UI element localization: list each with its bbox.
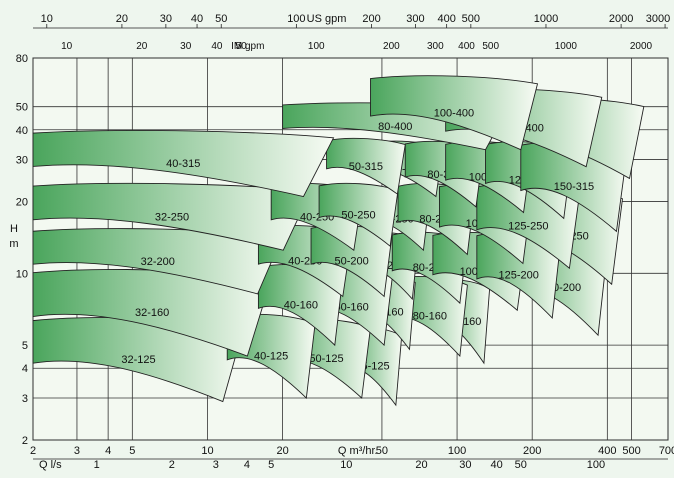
x-tick-label-4: 4 — [105, 445, 111, 457]
ls-tick-label-5: 5 — [268, 459, 274, 471]
zone-32-200 — [32, 228, 284, 295]
y-tick-label-4: 4 — [22, 363, 28, 375]
x-tick-label-20: 20 — [276, 445, 288, 457]
im-gpm-tick-30: 30 — [180, 41, 192, 52]
im-gpm-tick-2000: 2000 — [630, 41, 653, 52]
zone-label-80-160: 80-160 — [413, 311, 447, 323]
ls-tick-label-10: 10 — [340, 459, 352, 471]
zone-32-160 — [32, 269, 272, 357]
y-tick-label-30: 30 — [16, 155, 28, 167]
im-gpm-tick-100: 100 — [308, 41, 325, 52]
zone-label-40-160: 40-160 — [284, 299, 318, 311]
x-tick-label-50: 50 — [376, 445, 388, 457]
ls-tick-label-2: 2 — [169, 459, 175, 471]
us-gpm-tick-20: 20 — [116, 13, 128, 25]
im-gpm-tick-20: 20 — [136, 41, 148, 52]
y-tick-label-2: 2 — [22, 435, 28, 447]
zone-label-50-160: 50-160 — [335, 302, 369, 314]
y-tick-label-20: 20 — [16, 197, 28, 209]
x-tick-label-5: 5 — [129, 445, 135, 457]
y-tick-label-80: 80 — [16, 53, 28, 65]
im-gpm-tick-500: 500 — [482, 41, 499, 52]
x-tick-label-10: 10 — [201, 445, 213, 457]
zone-50-315 — [326, 137, 406, 195]
zone-label-150-315: 150-315 — [554, 181, 594, 193]
us-gpm-tick-100: 100 — [287, 13, 305, 25]
zone-40-315 — [32, 130, 335, 198]
y-tick-label-3: 3 — [22, 393, 28, 405]
x-tick-label-700: 700 — [659, 445, 674, 457]
zone-100-400 — [370, 75, 539, 151]
zone-label-80-400: 80-400 — [378, 121, 412, 133]
ls-tick-label-40: 40 — [490, 459, 502, 471]
us-gpm-tick-300: 300 — [406, 13, 424, 25]
y-axis-label-unit: m — [9, 238, 18, 250]
us-gpm-label: US gpm — [307, 13, 347, 25]
x-tick-label-100: 100 — [448, 445, 466, 457]
y-tick-label-40: 40 — [16, 125, 28, 137]
us-gpm-tick-500: 500 — [462, 13, 480, 25]
im-gpm-tick-10: 10 — [61, 41, 73, 52]
y-axis-label-h: H — [10, 223, 18, 235]
zone-32-250 — [32, 182, 312, 251]
zone-label-50-125: 50-125 — [309, 353, 343, 365]
ls-tick-label-30: 30 — [459, 459, 471, 471]
zone-label-125-250: 125-250 — [508, 220, 548, 232]
im-gpm-tick-1000: 1000 — [555, 41, 578, 52]
zone-32-125 — [32, 317, 245, 403]
x-tick-label-400: 400 — [598, 445, 616, 457]
y-tick-label-5: 5 — [22, 340, 28, 352]
ls-tick-label-50: 50 — [515, 459, 527, 471]
zone-label-32-125: 32-125 — [121, 354, 155, 366]
us-gpm-tick-400: 400 — [437, 13, 455, 25]
zone-label-32-250: 32-250 — [155, 211, 189, 223]
x-tick-label-2: 2 — [30, 445, 36, 457]
us-gpm-tick-200: 200 — [362, 13, 380, 25]
im-gpm-tick-300: 300 — [427, 41, 444, 52]
us-gpm-tick-30: 30 — [160, 13, 172, 25]
ls-tick-label-1: 1 — [94, 459, 100, 471]
zone-label-50-315: 50-315 — [349, 161, 383, 173]
us-gpm-tick-50: 50 — [215, 13, 227, 25]
ls-tick-label-4: 4 — [244, 459, 250, 471]
x-tick-label-500: 500 — [622, 445, 640, 457]
ls-axis-label: Q l/s — [39, 459, 62, 471]
zone-label-100-400: 100-400 — [434, 107, 474, 119]
us-gpm-tick-2000: 2000 — [609, 13, 633, 25]
us-gpm-tick-3000: 3000 — [646, 13, 670, 25]
us-gpm-tick-40: 40 — [191, 13, 203, 25]
x-tick-label-3: 3 — [74, 445, 80, 457]
zone-label-32-160: 32-160 — [135, 307, 169, 319]
zone-label-50-250: 50-250 — [341, 209, 375, 221]
x-tick-label-200: 200 — [523, 445, 541, 457]
zone-label-125-200: 125-200 — [499, 270, 539, 282]
x-axis-label: Q m³/hr. — [338, 445, 378, 457]
ls-tick-label-20: 20 — [415, 459, 427, 471]
im-gpm-tick-200: 200 — [383, 41, 400, 52]
zone-label-40-315: 40-315 — [166, 158, 200, 170]
y-tick-label-10: 10 — [16, 268, 28, 280]
zone-label-40-125: 40-125 — [254, 351, 288, 363]
im-gpm-tick-50: 50 — [236, 41, 248, 52]
zone-50-250 — [318, 182, 399, 248]
im-gpm-tick-400: 400 — [458, 41, 475, 52]
im-gpm-tick-40: 40 — [211, 41, 223, 52]
ls-tick-label-3: 3 — [213, 459, 219, 471]
zone-label-50-200: 50-200 — [335, 256, 369, 268]
us-gpm-tick-1000: 1000 — [534, 13, 558, 25]
ls-tick-label-100: 100 — [587, 459, 605, 471]
im-gpm-label: IM gpm — [231, 41, 264, 52]
us-gpm-tick-10: 10 — [41, 13, 53, 25]
zone-label-32-200: 32-200 — [141, 256, 175, 268]
y-tick-label-50: 50 — [16, 102, 28, 114]
